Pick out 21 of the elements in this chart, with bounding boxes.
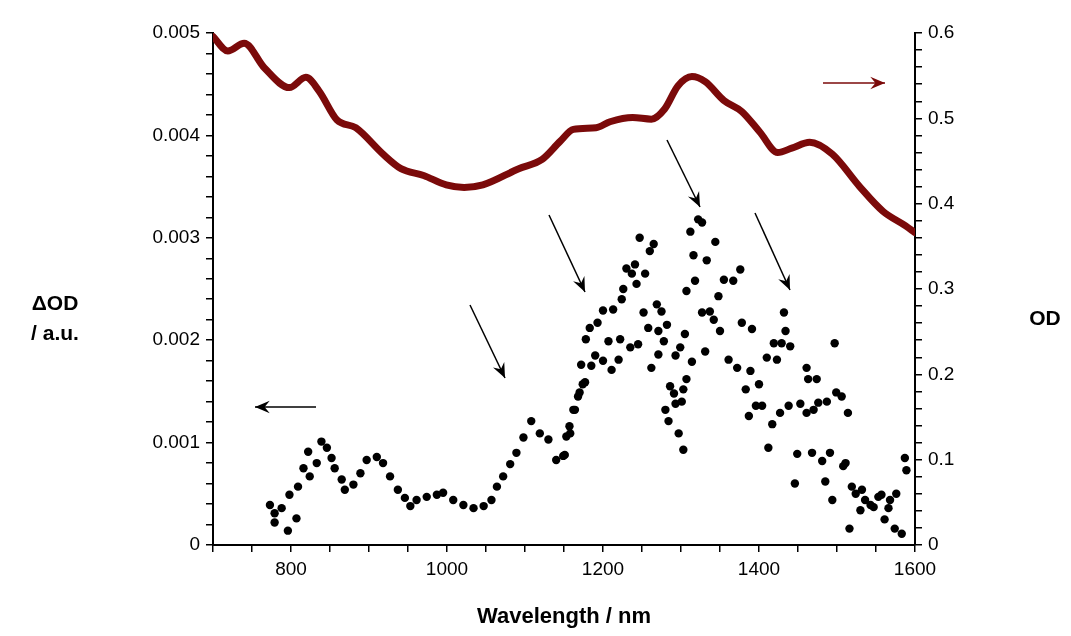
x-tick-label: 1000 [425,557,469,579]
y2-tick-label: 0.3 [928,277,955,299]
y2-tick-label: 0.1 [928,447,955,469]
y-tick-label: 0 [189,533,200,555]
x-tick-label: 1600 [893,557,937,579]
y-tick-label: 0.002 [152,328,200,350]
y-tick-label: 0.003 [152,226,200,248]
x-tick-label: 1200 [581,557,625,579]
y2-tick-label: 0.2 [928,362,955,384]
y-tick-label: 0.005 [152,21,200,43]
x-tick-label: 1400 [737,557,781,579]
y2-axis-title: OD [1029,305,1061,329]
y2-tick-label: 0.5 [928,106,955,128]
y-tick-label: 0.001 [152,430,200,452]
y-tick-label: 0.004 [152,123,201,145]
x-axis-title: Wavelength / nm [477,603,651,629]
y2-tick-label: 0.4 [928,191,955,213]
x-tick-label: 800 [275,557,307,579]
y-axis-title: ΔOD / a.u. [31,290,79,344]
y2-tick-label: 0 [928,533,939,555]
y2-tick-label: 0.6 [928,21,955,43]
